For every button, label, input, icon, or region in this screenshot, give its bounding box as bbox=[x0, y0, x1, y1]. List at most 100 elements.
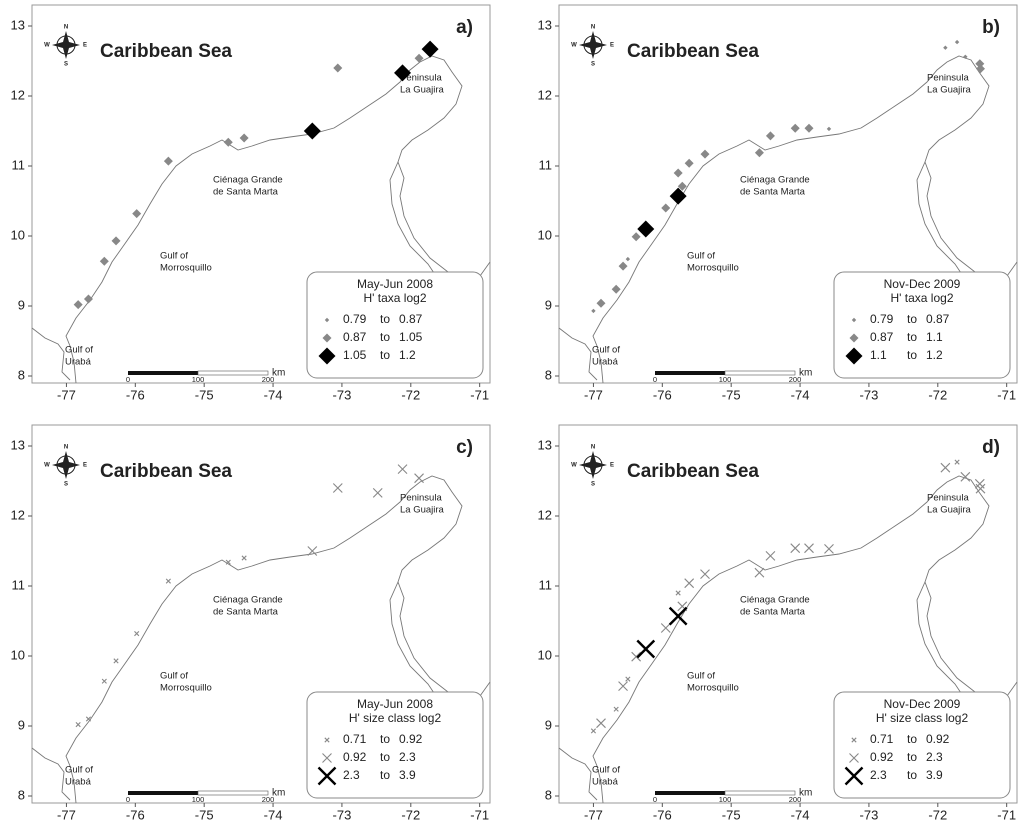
x-tick-label: -74 bbox=[264, 387, 283, 402]
compass-e: E bbox=[83, 43, 87, 49]
x-tick-label: -72 bbox=[928, 387, 947, 402]
y-tick-label: 8 bbox=[545, 367, 552, 382]
legend-marker bbox=[845, 347, 863, 365]
station-marker bbox=[101, 678, 107, 684]
compass-s: S bbox=[591, 482, 595, 488]
station-marker bbox=[669, 187, 687, 205]
station-marker bbox=[954, 39, 960, 45]
legend-low: 2.3 bbox=[870, 768, 887, 782]
station-marker bbox=[754, 148, 764, 158]
y-tick-label: 9 bbox=[18, 297, 25, 312]
scale-label: 100 bbox=[719, 375, 732, 384]
station-marker bbox=[303, 122, 321, 140]
x-tick-label: -75 bbox=[195, 387, 214, 402]
legend-low: 0.79 bbox=[870, 312, 894, 326]
y-tick-label: 8 bbox=[18, 367, 25, 382]
legend-marker bbox=[317, 766, 337, 786]
station-marker bbox=[804, 543, 814, 554]
place-label: Peninsula bbox=[927, 493, 969, 504]
station-marker bbox=[163, 156, 173, 166]
legend-title: May-Jun 2008 bbox=[357, 277, 433, 291]
compass-s: S bbox=[64, 62, 68, 68]
sea-label: Caribbean Sea bbox=[627, 461, 759, 482]
place-label: Gulf of bbox=[65, 345, 93, 356]
station-marker bbox=[940, 462, 951, 473]
legend-low: 0.92 bbox=[343, 750, 367, 764]
station-marker bbox=[113, 658, 119, 664]
compass: N S E W bbox=[571, 445, 614, 488]
place-label: Ciénaga Grande bbox=[740, 175, 810, 186]
compass-w: W bbox=[571, 43, 577, 49]
legend-joiner: to bbox=[380, 732, 390, 746]
sea-label: Caribbean Sea bbox=[100, 41, 232, 62]
legend-high: 1.1 bbox=[926, 330, 943, 344]
x-tick-label: -73 bbox=[333, 387, 352, 402]
station-marker bbox=[225, 559, 231, 565]
x-tick-label: -71 bbox=[997, 387, 1016, 402]
legend-high: 1.2 bbox=[926, 348, 943, 362]
x-tick-label: -71 bbox=[470, 807, 489, 822]
x-tick-label: -73 bbox=[333, 807, 352, 822]
legend-marker bbox=[851, 737, 857, 743]
y-tick-label: 12 bbox=[11, 87, 25, 102]
station-marker bbox=[85, 716, 92, 722]
legend-title: H' taxa log2 bbox=[364, 291, 427, 305]
legend-marker bbox=[849, 753, 859, 763]
x-tick-label: -75 bbox=[195, 807, 214, 822]
place-label: de Santa Marta bbox=[213, 607, 279, 618]
x-tick-label: -76 bbox=[653, 807, 672, 822]
station-marker bbox=[132, 209, 142, 219]
scale-label: 200 bbox=[789, 375, 802, 384]
place-label: Gulf of bbox=[160, 251, 188, 262]
legend-high: 0.87 bbox=[399, 312, 423, 326]
legend-box bbox=[833, 271, 1011, 379]
legend-low: 0.71 bbox=[870, 732, 894, 746]
place-label: Morrosquillo bbox=[160, 683, 212, 694]
legend-marker bbox=[849, 333, 859, 343]
place-label: Gulf of bbox=[687, 671, 715, 682]
legend-joiner: to bbox=[907, 312, 917, 326]
y-tick-label: 9 bbox=[545, 297, 552, 312]
panel-label: b) bbox=[982, 17, 1000, 38]
y-tick-label: 11 bbox=[539, 577, 553, 592]
station-marker bbox=[99, 256, 109, 266]
panel-label: c) bbox=[456, 437, 473, 458]
legend-title: May-Jun 2008 bbox=[357, 697, 433, 711]
legend-joiner: to bbox=[907, 750, 917, 764]
place-label: Urabá bbox=[65, 357, 92, 368]
station-marker bbox=[75, 722, 81, 728]
x-tick-label: -73 bbox=[860, 807, 879, 822]
station-marker bbox=[684, 158, 694, 168]
compass-star bbox=[52, 451, 80, 479]
station-marker bbox=[631, 651, 642, 662]
y-tick-label: 10 bbox=[11, 647, 25, 662]
station-marker bbox=[631, 232, 641, 242]
y-tick-label: 13 bbox=[538, 17, 552, 32]
compass-star bbox=[52, 31, 80, 59]
place-label: Gulf of bbox=[65, 765, 93, 776]
compass-w: W bbox=[44, 463, 50, 469]
station-marker bbox=[596, 718, 606, 729]
x-tick-label: -72 bbox=[401, 807, 420, 822]
scale-label: 0 bbox=[126, 795, 130, 804]
sea-label: Caribbean Sea bbox=[100, 461, 232, 482]
station-marker bbox=[700, 149, 710, 159]
coastline bbox=[31, 55, 491, 384]
legend-low: 0.92 bbox=[870, 750, 894, 764]
y-tick-label: 13 bbox=[11, 437, 25, 452]
x-tick-label: -75 bbox=[722, 387, 741, 402]
station-marker bbox=[765, 551, 776, 561]
legend-joiner: to bbox=[380, 330, 390, 344]
station-marker bbox=[111, 236, 121, 246]
station-marker bbox=[790, 123, 800, 133]
scale-bar-white bbox=[197, 370, 269, 376]
legend-high: 0.92 bbox=[399, 732, 423, 746]
sea-label: Caribbean Sea bbox=[627, 41, 759, 62]
legend-low: 0.87 bbox=[343, 330, 367, 344]
legend-high: 0.92 bbox=[926, 732, 950, 746]
x-tick-label: -74 bbox=[791, 387, 810, 402]
compass-n: N bbox=[64, 445, 68, 451]
scale-label: 0 bbox=[653, 375, 657, 384]
legend-marker bbox=[844, 766, 864, 786]
station-marker bbox=[700, 569, 710, 579]
